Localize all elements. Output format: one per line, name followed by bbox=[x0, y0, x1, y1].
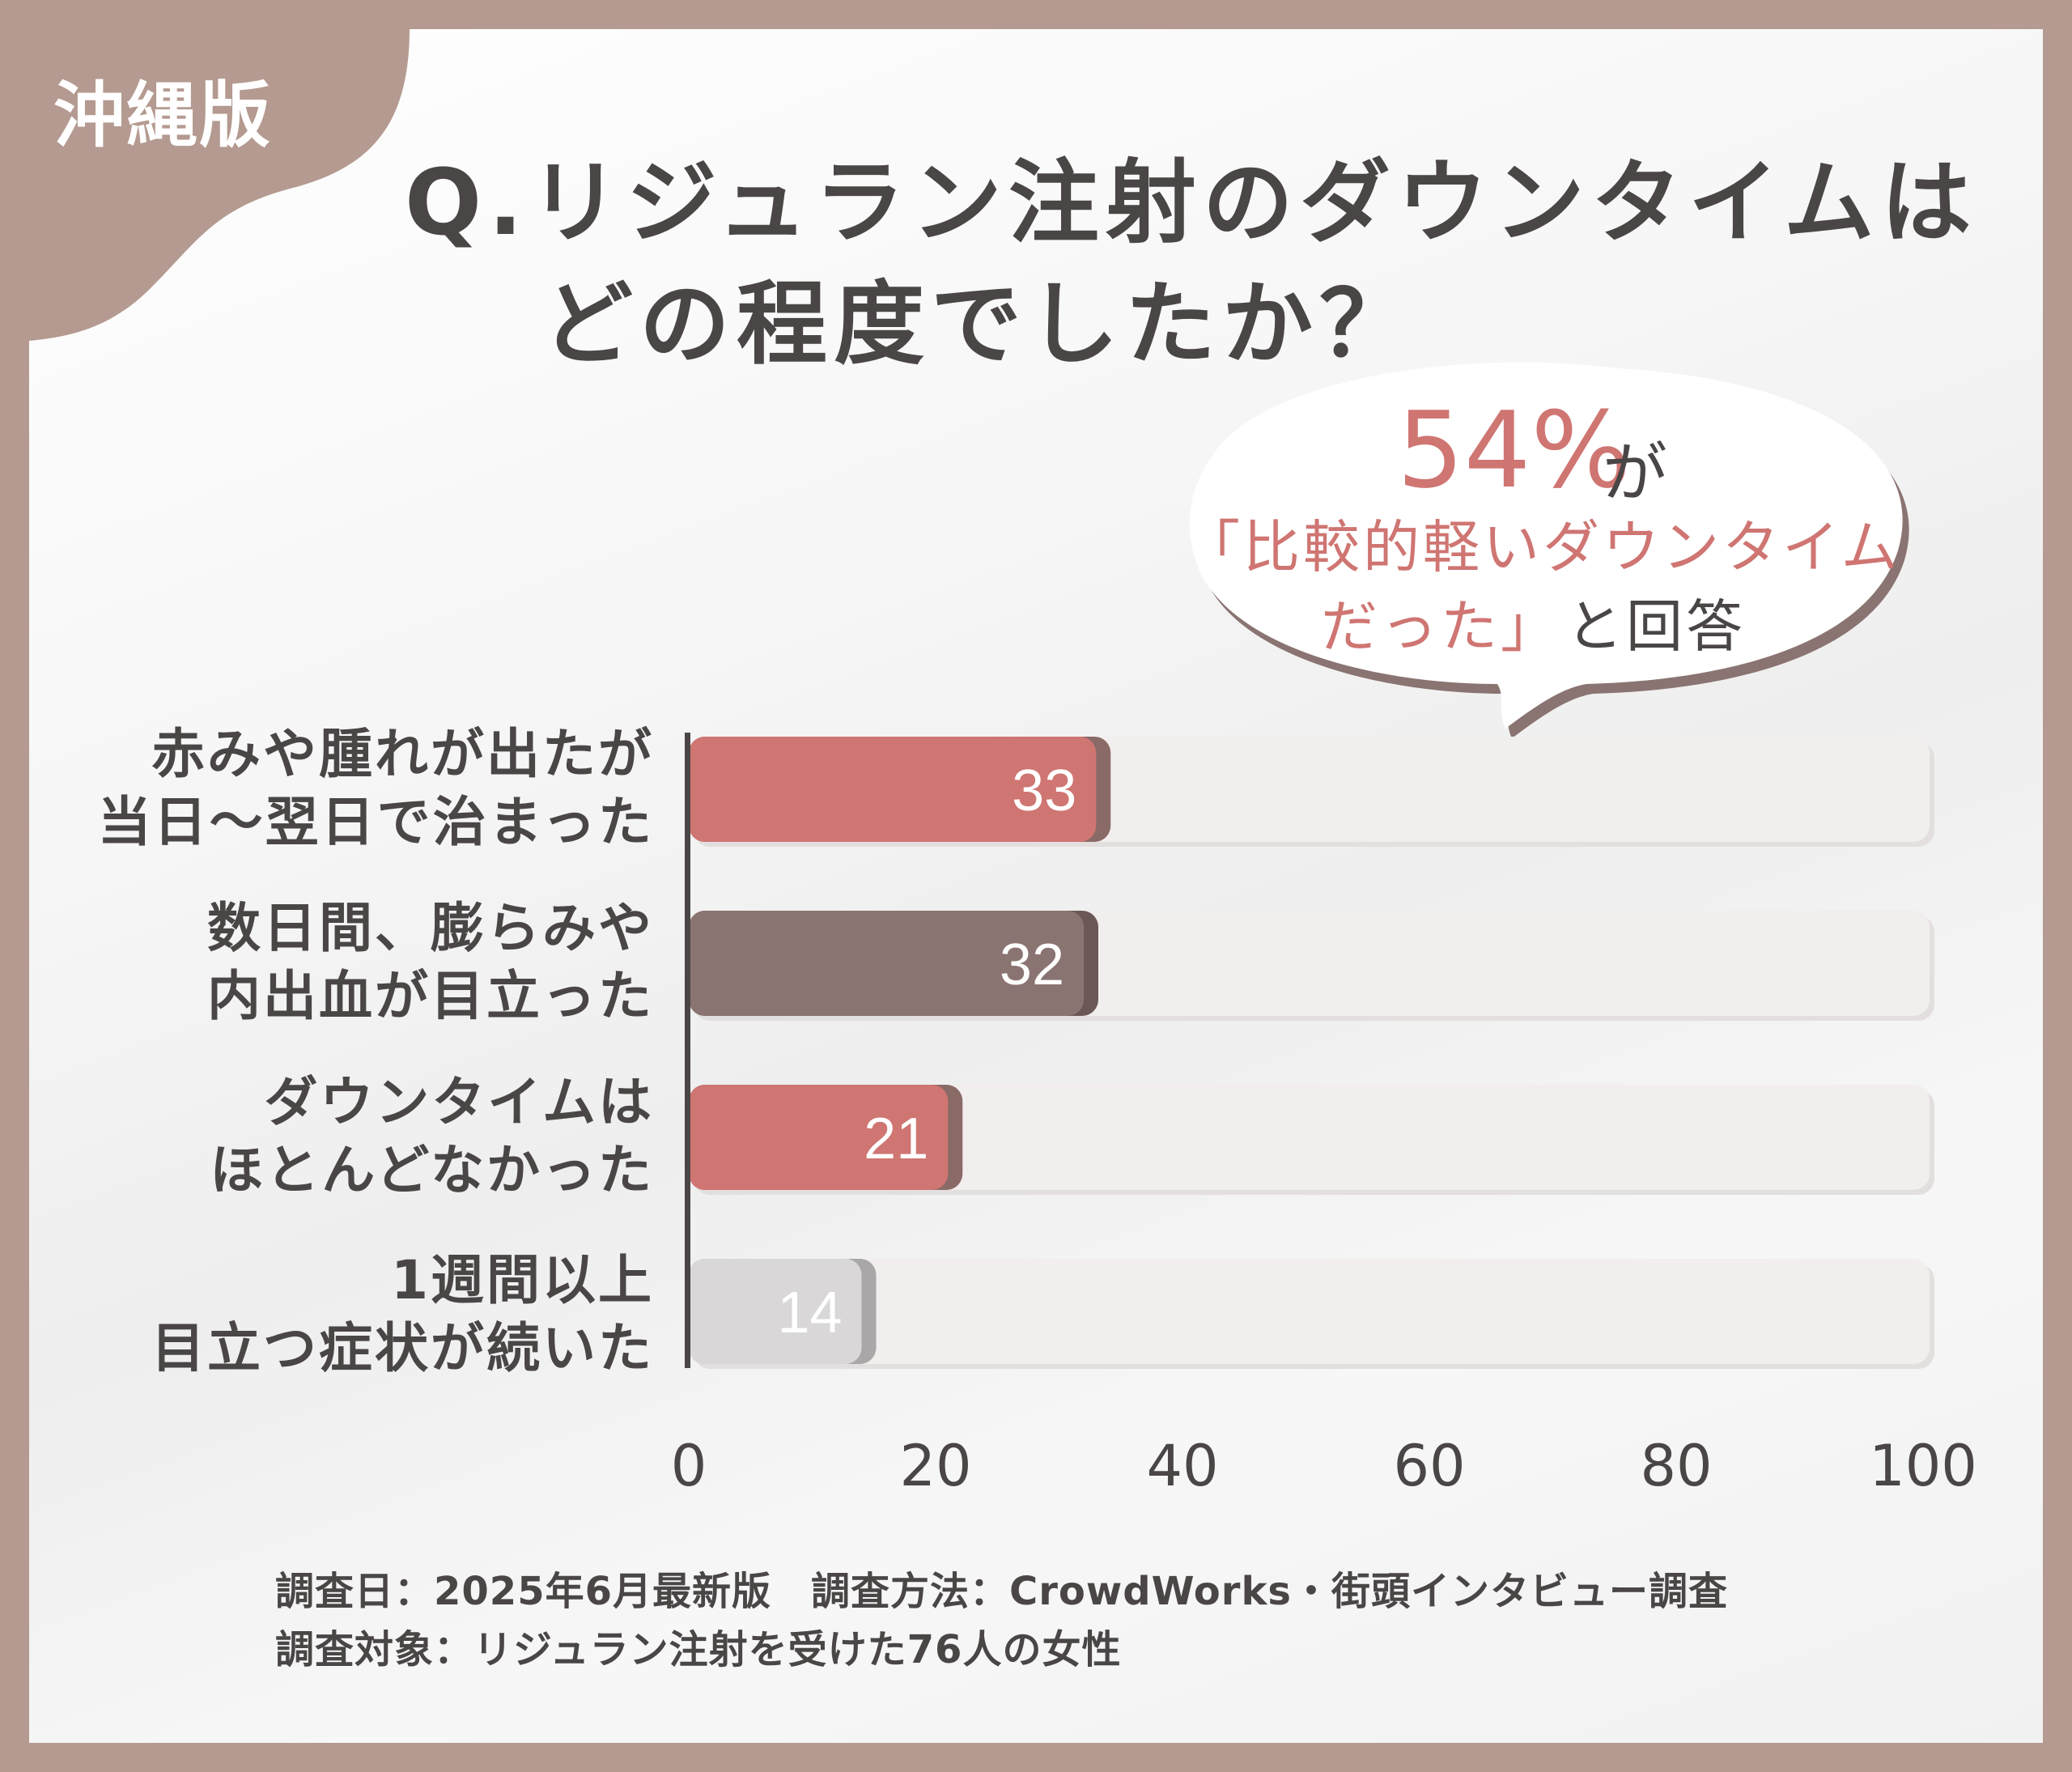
category-label: 赤みや腫れが出たが 当日〜翌日で治まった bbox=[98, 720, 654, 856]
x-tick-label: 40 bbox=[1146, 1433, 1218, 1499]
survey-info-line1: 調査日：2025年6月最新版 調査方法：CrowdWorks・街頭インタビュー調… bbox=[275, 1569, 1728, 1614]
category-label: 数日間、膨らみや 内出血が目立った bbox=[207, 894, 654, 1030]
callout-line2: 「比較的軽いダウンタイム bbox=[1183, 514, 1901, 580]
callout-line3-rest: と回答 bbox=[1566, 593, 1746, 660]
question-title-line1: Q.リジュラン注射のダウンタイムは bbox=[405, 151, 1978, 256]
region-label: 沖縄版 bbox=[53, 74, 273, 157]
x-tick-label: 80 bbox=[1640, 1433, 1712, 1499]
callout-percent-suffix: が bbox=[1603, 436, 1667, 511]
x-tick-label: 0 bbox=[671, 1433, 707, 1499]
y-axis-line bbox=[685, 733, 690, 1368]
category-label-line: ほとんどなかった bbox=[210, 1139, 654, 1201]
bar bbox=[689, 911, 1084, 1016]
bar bbox=[689, 1259, 862, 1364]
category-label-line: 当日〜翌日で治まった bbox=[97, 791, 654, 853]
category-label-line: 目立つ症状が続いた bbox=[151, 1317, 654, 1379]
callout-percent: 54% bbox=[1397, 389, 1631, 512]
category-label-line: 1週間以上 bbox=[391, 1249, 654, 1311]
category-label-line: 内出血が目立った bbox=[207, 965, 654, 1027]
bar bbox=[689, 737, 1097, 842]
callout-line3-highlight: だった」 bbox=[1321, 593, 1560, 660]
survey-info-line2: 調査対象：リジュラン注射を受けた76人の女性 bbox=[275, 1627, 1122, 1672]
bar-track bbox=[689, 1259, 1930, 1364]
bar-track bbox=[689, 1085, 1930, 1190]
category-label-line: 数日間、膨らみや bbox=[207, 897, 654, 959]
category-label-line: ダウンタイムは bbox=[264, 1071, 654, 1133]
infographic-panel bbox=[29, 29, 2043, 1743]
x-tick-label: 20 bbox=[899, 1433, 971, 1499]
bar-value-label: 21 bbox=[864, 1107, 928, 1171]
bar-value-label: 14 bbox=[777, 1281, 842, 1345]
category-label-line: 赤みや腫れが出たが bbox=[151, 723, 654, 785]
question-title-line2: どの程度でしたか？ bbox=[542, 272, 1416, 377]
x-tick-label: 100 bbox=[1869, 1433, 1977, 1499]
bar bbox=[689, 1085, 949, 1190]
x-tick-label: 60 bbox=[1393, 1433, 1465, 1499]
corner-tab bbox=[29, 29, 410, 341]
bar-value-label: 33 bbox=[1012, 759, 1076, 823]
category-label: 1週間以上 目立つ症状が続いた bbox=[151, 1247, 654, 1383]
bar-value-label: 32 bbox=[1000, 933, 1064, 997]
category-label: ダウンタイムは ほとんどなかった bbox=[210, 1069, 654, 1205]
